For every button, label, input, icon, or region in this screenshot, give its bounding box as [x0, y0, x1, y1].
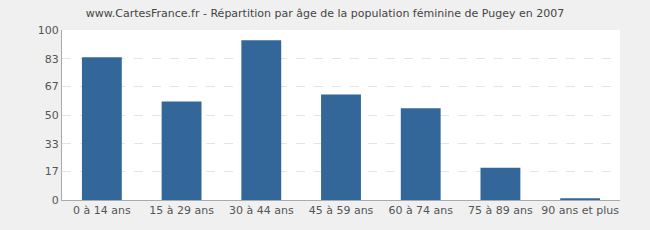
svg-text:30 à 44 ans: 30 à 44 ans — [229, 204, 294, 217]
svg-text:33: 33 — [45, 138, 59, 151]
svg-text:www.CartesFrance.fr - Répartit: www.CartesFrance.fr - Répartition par âg… — [86, 7, 564, 20]
svg-text:83: 83 — [45, 53, 59, 66]
svg-text:50: 50 — [45, 109, 59, 122]
svg-text:17: 17 — [45, 165, 59, 178]
svg-text:45 à 59 ans: 45 à 59 ans — [309, 204, 374, 217]
svg-text:0 à 14 ans: 0 à 14 ans — [73, 204, 131, 217]
svg-text:75 à 89 ans: 75 à 89 ans — [468, 204, 533, 217]
svg-text:0: 0 — [52, 194, 59, 207]
svg-text:15 à 29 ans: 15 à 29 ans — [149, 204, 214, 217]
svg-text:100: 100 — [38, 24, 59, 37]
svg-text:90 ans et plus: 90 ans et plus — [541, 204, 619, 217]
svg-text:67: 67 — [45, 80, 59, 93]
svg-text:60 à 74 ans: 60 à 74 ans — [388, 204, 453, 217]
